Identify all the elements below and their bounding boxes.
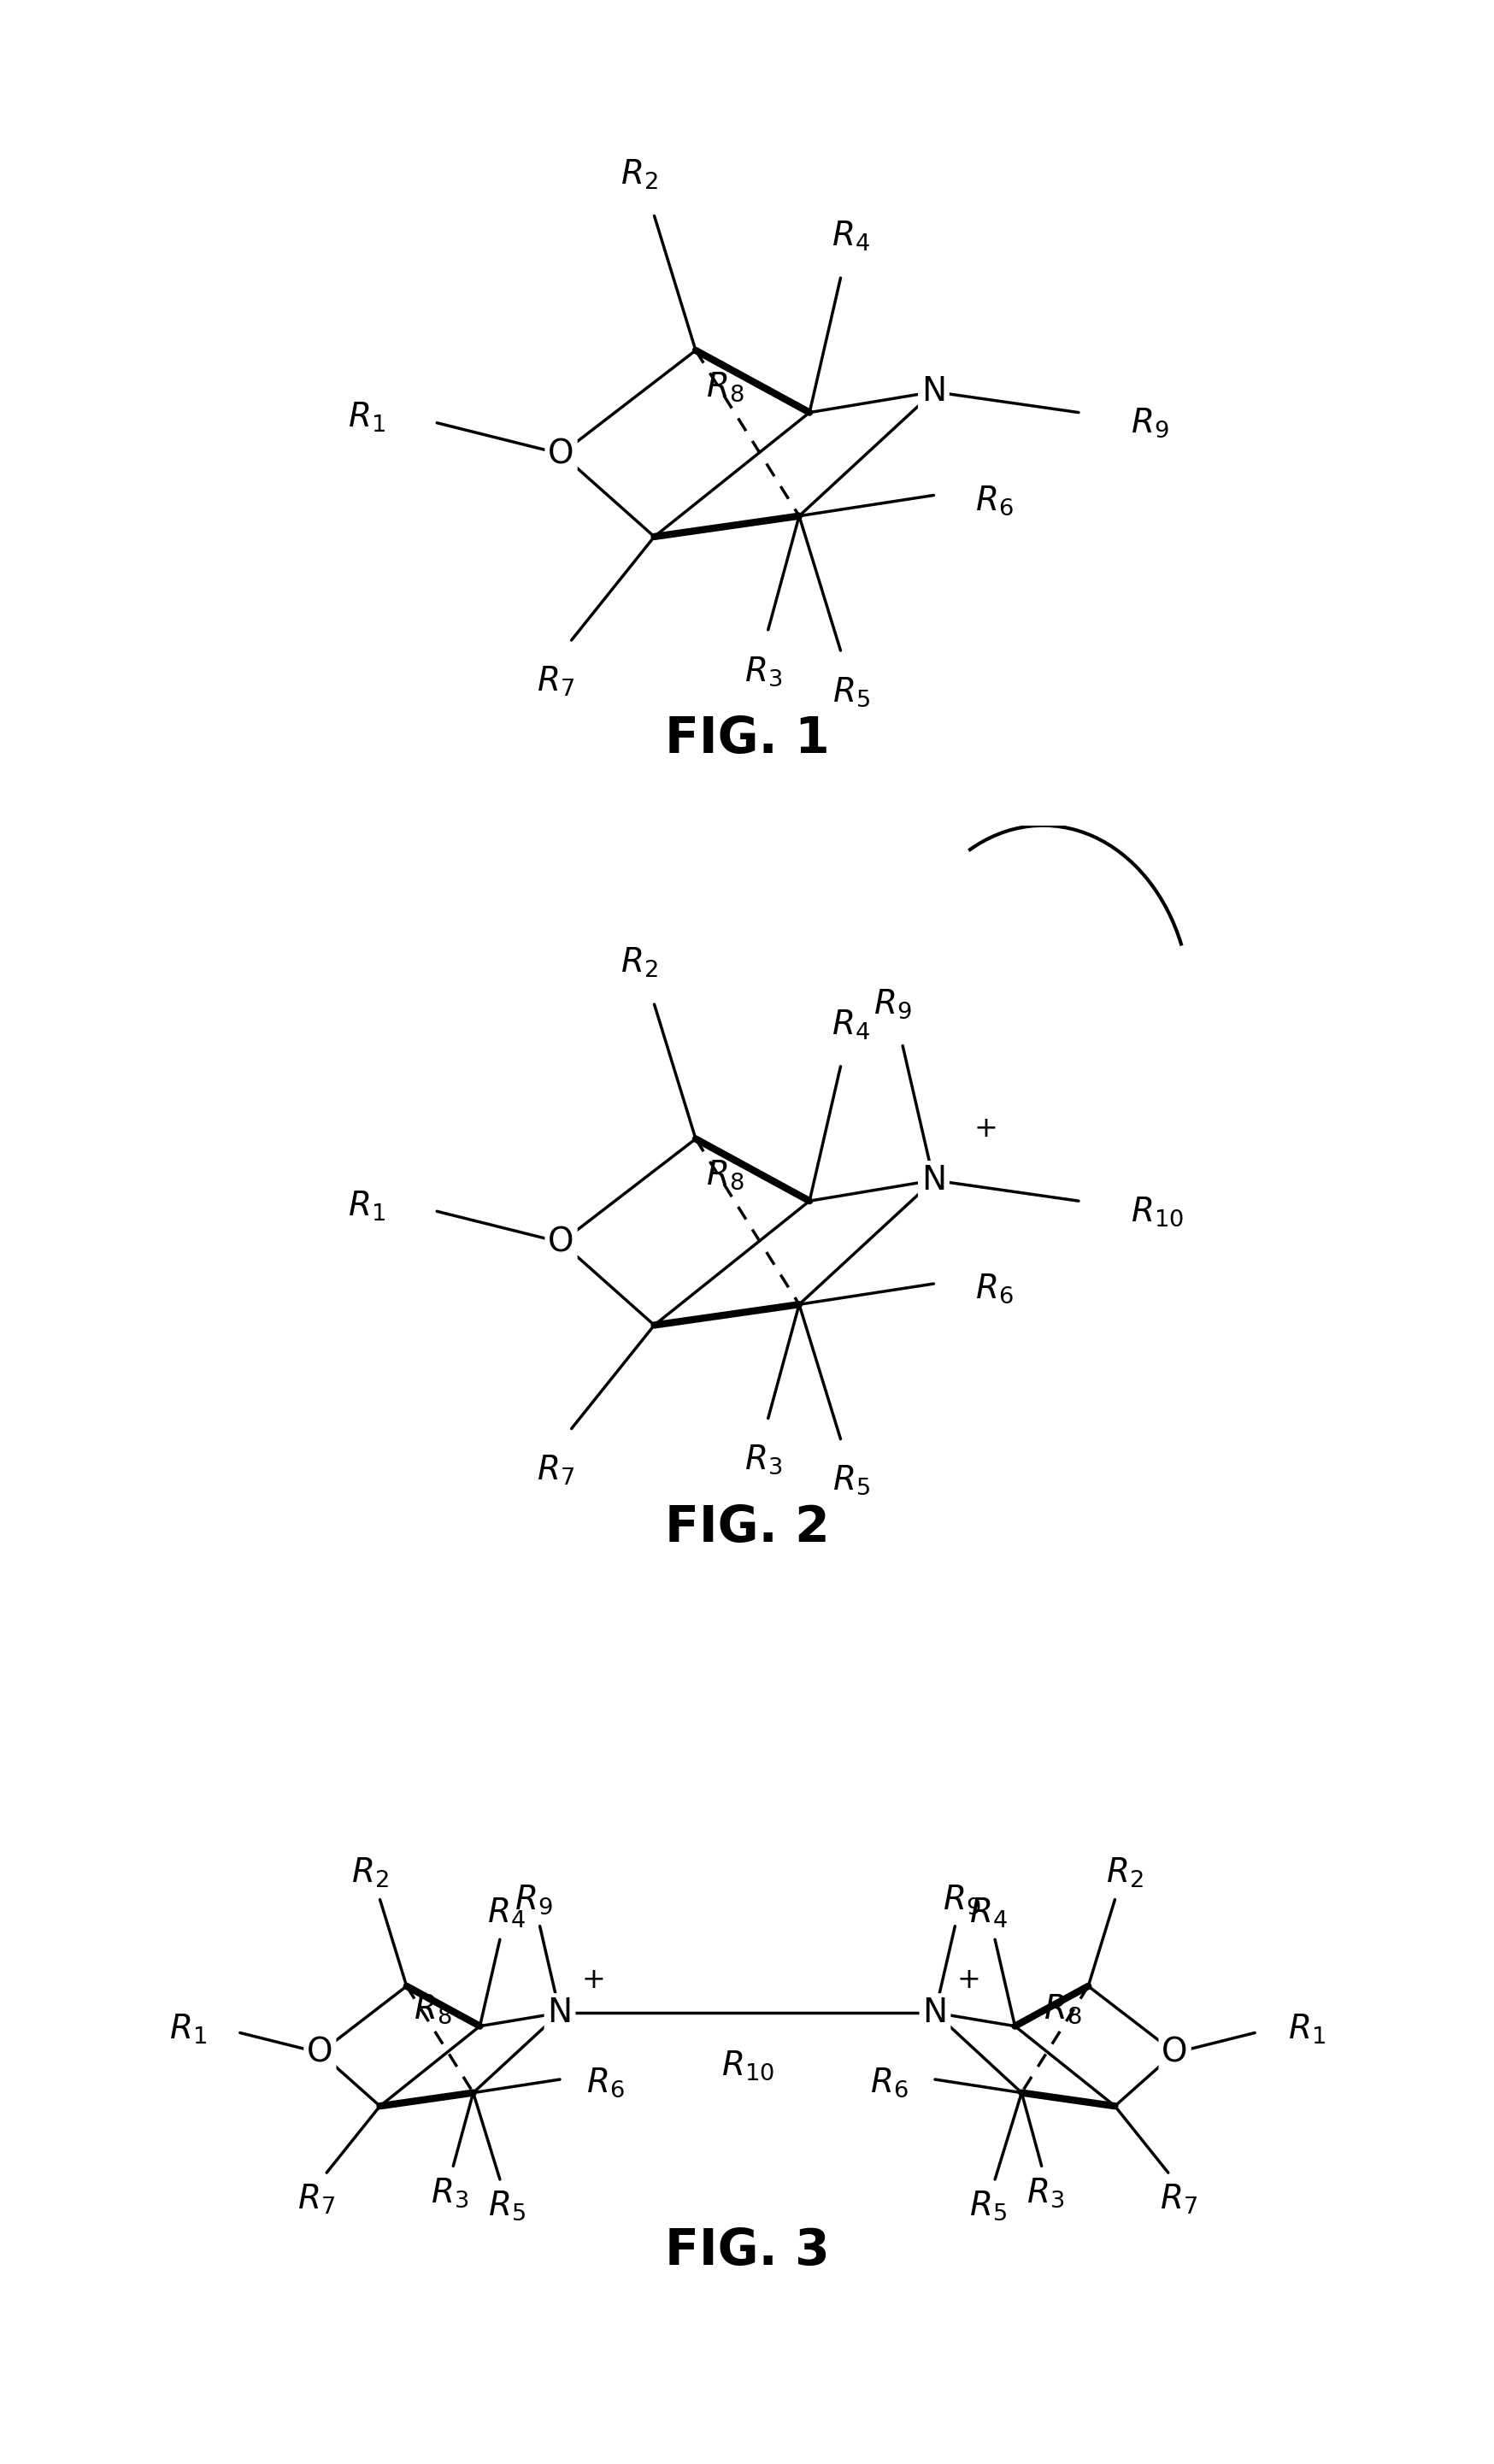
Text: N: N [547,1996,572,2028]
Text: $R_{10}$: $R_{10}$ [720,2048,774,2082]
Text: $R_{4}$: $R_{4}$ [487,1897,526,1929]
Text: $R_{7}$: $R_{7}$ [536,1454,575,1486]
Text: $R_{6}$: $R_{6}$ [974,483,1013,517]
Text: $R_{8}$: $R_{8}$ [1043,1993,1082,2025]
Text: $R_{4}$: $R_{4}$ [831,1008,870,1042]
Text: $R_{5}$: $R_{5}$ [832,1464,870,1496]
Text: N: N [920,1163,946,1198]
Text: O: O [548,439,574,471]
Text: $R_{3}$: $R_{3}$ [744,1444,781,1476]
Text: FIG. 2: FIG. 2 [665,1503,829,1552]
Text: $R_{9}$: $R_{9}$ [1129,407,1168,439]
Text: +: + [581,1966,605,1993]
Text: O: O [548,1227,574,1259]
Text: $R_{5}$: $R_{5}$ [832,675,870,707]
Text: $R_{2}$: $R_{2}$ [351,1855,388,1890]
Text: $R_{1}$: $R_{1}$ [1288,2013,1325,2045]
Text: $R_{4}$: $R_{4}$ [831,219,870,254]
Text: $R_{8}$: $R_{8}$ [412,1993,451,2025]
Text: $R_{4}$: $R_{4}$ [968,1897,1007,1929]
Text: N: N [920,375,946,409]
Text: $R_{5}$: $R_{5}$ [970,2190,1007,2223]
Text: O: O [1161,2038,1188,2070]
Text: +: + [956,1966,980,1993]
Text: $R_{9}$: $R_{9}$ [514,1882,551,1917]
Text: $R_{2}$: $R_{2}$ [1106,1855,1143,1890]
Text: $R_{2}$: $R_{2}$ [620,158,657,192]
Text: +: + [973,1114,996,1143]
Text: $R_{6}$: $R_{6}$ [586,2067,624,2099]
Text: $R_{7}$: $R_{7}$ [536,665,575,697]
Text: $R_{9}$: $R_{9}$ [943,1882,980,1917]
Text: $R_{1}$: $R_{1}$ [348,1190,385,1222]
Text: $R_{1}$: $R_{1}$ [348,402,385,434]
Text: $R_{7}$: $R_{7}$ [297,2183,335,2215]
Text: $R_{9}$: $R_{9}$ [872,988,911,1020]
Text: $R_{{10}}$: $R_{{10}}$ [1129,1195,1183,1227]
Text: $R_{7}$: $R_{7}$ [1159,2183,1197,2215]
Text: $R_{5}$: $R_{5}$ [487,2190,524,2223]
Text: FIG. 1: FIG. 1 [665,715,829,764]
Text: $R_{8}$: $R_{8}$ [705,370,744,404]
Text: $R_{3}$: $R_{3}$ [744,655,781,687]
Text: $R_{6}$: $R_{6}$ [870,2067,908,2099]
Text: $R_{3}$: $R_{3}$ [430,2176,469,2210]
Text: $R_{6}$: $R_{6}$ [974,1271,1013,1306]
Text: O: O [306,2038,333,2070]
Text: $R_{8}$: $R_{8}$ [705,1158,744,1193]
Text: N: N [922,1996,947,2028]
Text: FIG. 3: FIG. 3 [665,2227,829,2274]
Text: $R_{1}$: $R_{1}$ [169,2013,206,2045]
Text: $R_{3}$: $R_{3}$ [1025,2176,1064,2210]
Text: $R_{2}$: $R_{2}$ [620,946,657,981]
